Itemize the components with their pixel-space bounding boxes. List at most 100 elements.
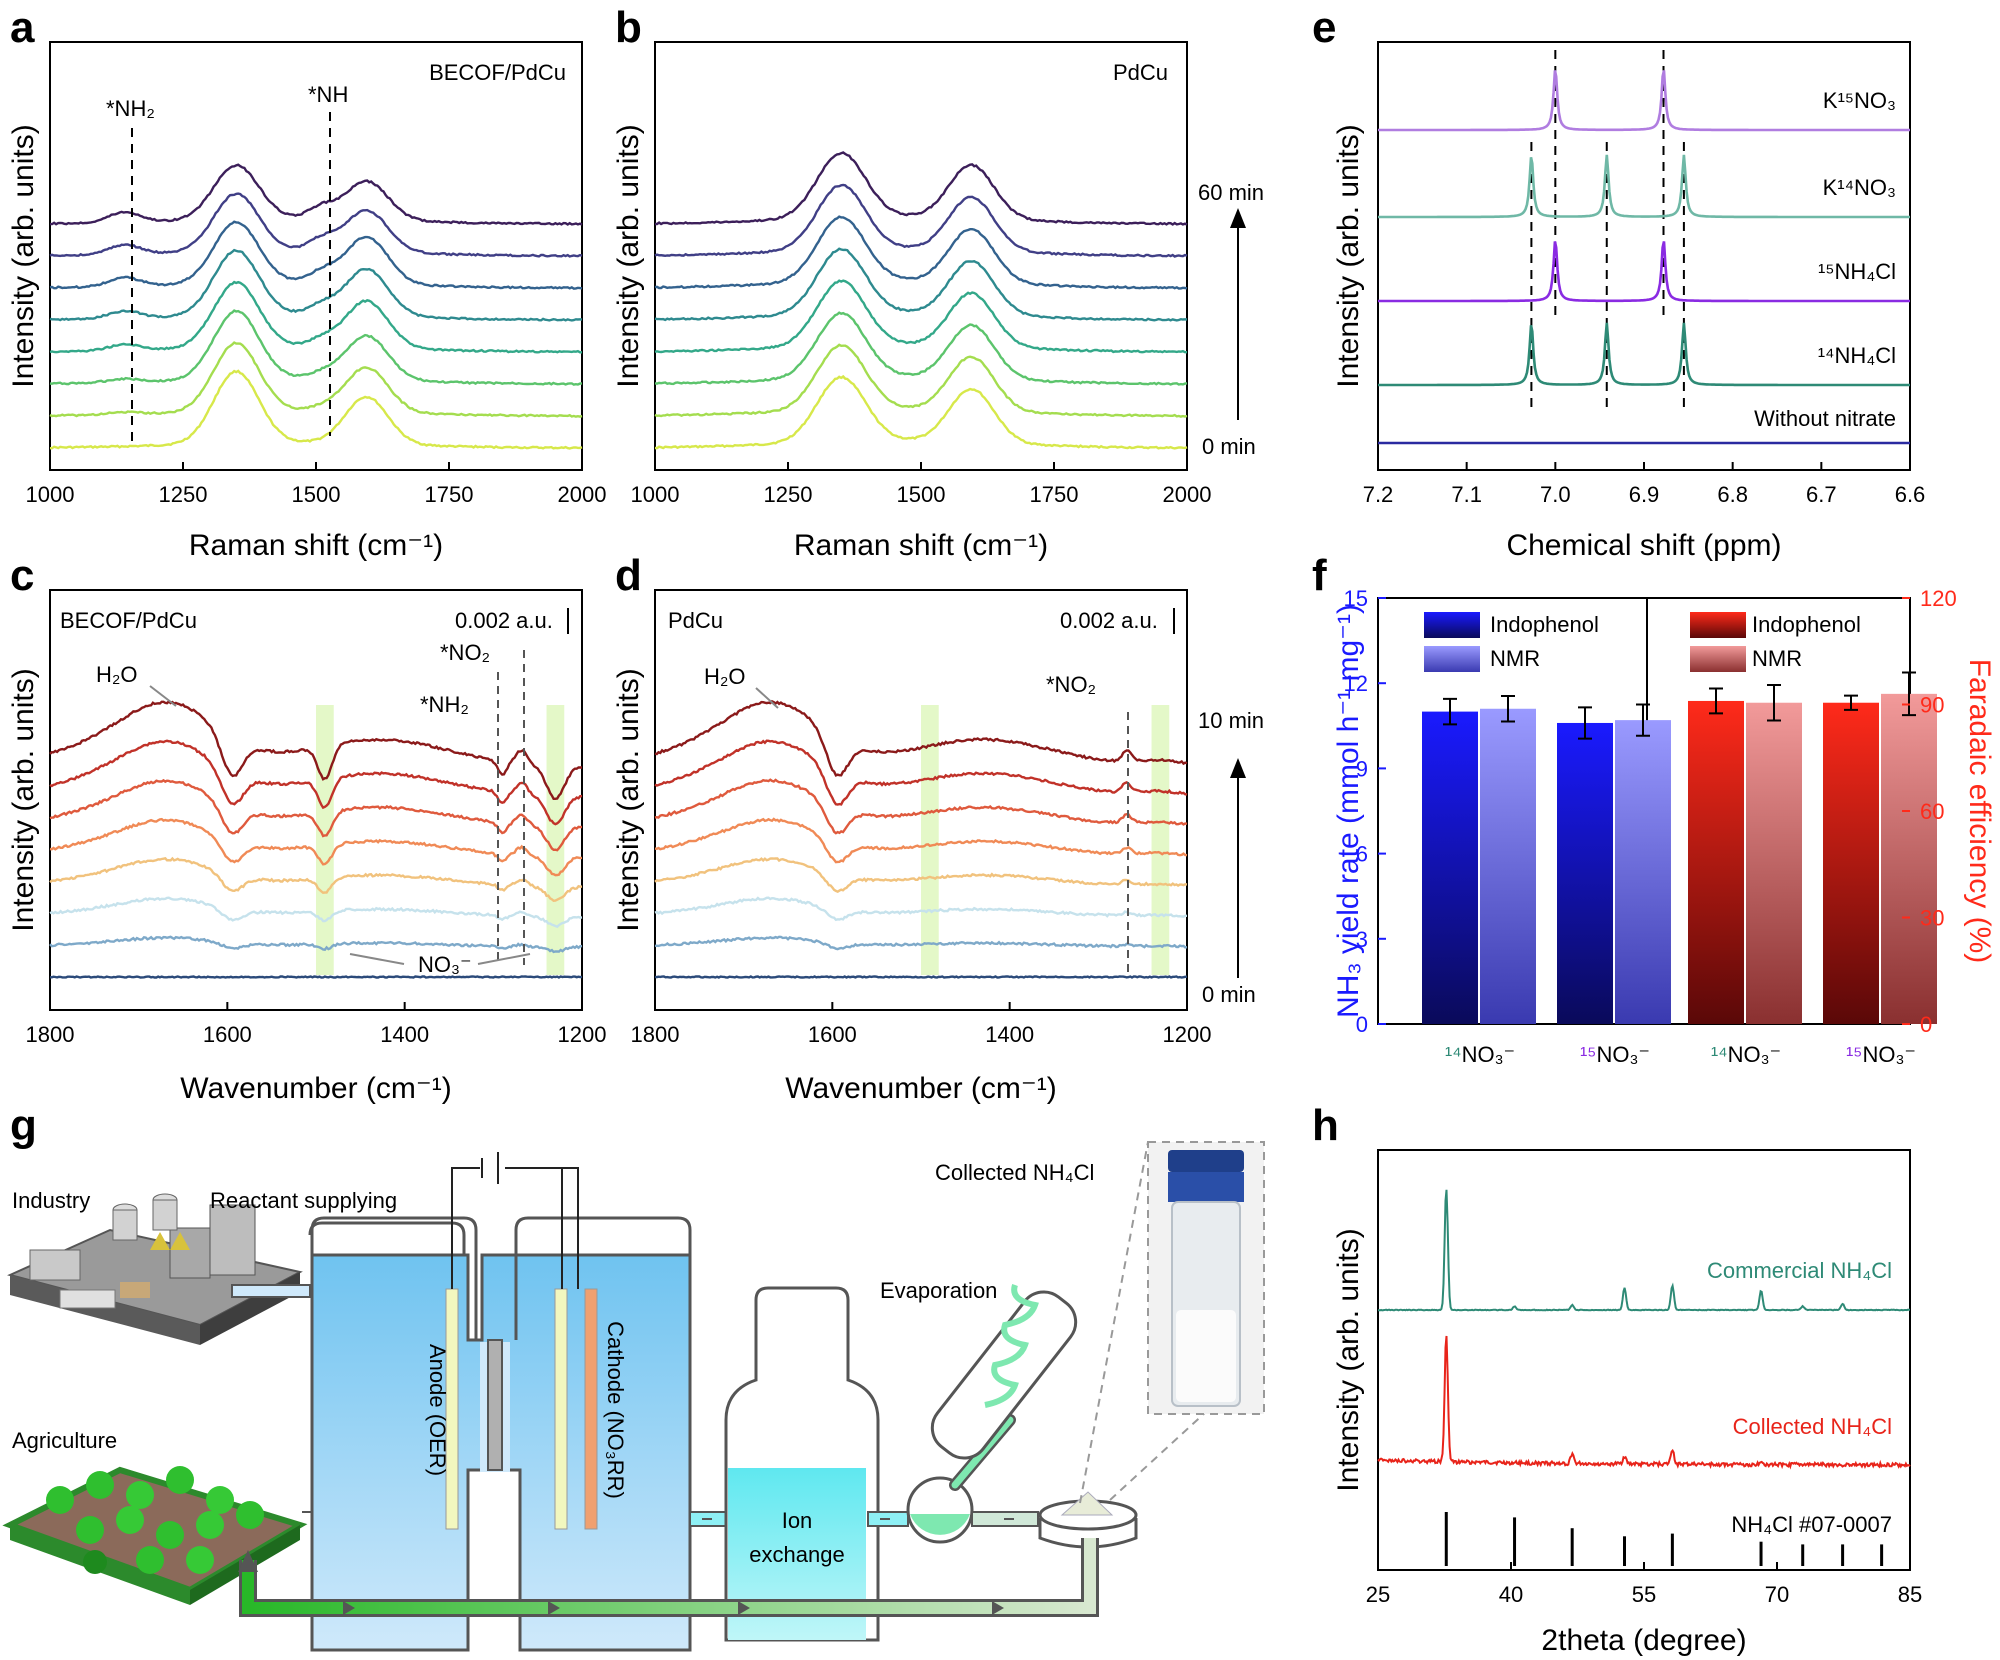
ir-trace-5	[654, 817, 1188, 864]
arrow-no3-right	[477, 953, 531, 965]
xrd-trace-1	[1378, 1189, 1910, 1312]
arrow-no3-left	[349, 953, 405, 965]
y-axis-title-e: Intensity (arb. units)	[1332, 124, 1365, 387]
plot-frame-b	[654, 41, 1188, 471]
y-axis-title-h: Intensity (arb. units)	[1332, 1228, 1365, 1491]
raman-trace-8	[655, 151, 1188, 226]
zoom-line-2	[1079, 1141, 1149, 1504]
vial-cap-lower	[1168, 1172, 1244, 1202]
annotation-h2o-d: H₂O	[704, 664, 746, 689]
xrd-trace-2	[1377, 1335, 1911, 1470]
chart-panel-e: 7.2 7.1 7.0 6.9 6.8 6.7 6.6 Without nitrate ¹⁴N…	[1332, 41, 1925, 562]
legend-label-nmr-right: NMR	[1752, 646, 1802, 671]
label-evaporation: Evaporation	[880, 1278, 997, 1303]
ir-trace-3	[49, 896, 583, 929]
panelH-x-tick-label: 40	[1499, 1582, 1523, 1607]
y-left-tick-label: 3	[1356, 927, 1368, 952]
x-axis-title-e: Chemical shift (ppm)	[1506, 529, 1781, 562]
ir-trace-1	[49, 975, 583, 979]
legend-swatch-nmr-blue	[1424, 646, 1480, 672]
y-axis-title-right-f: Faradaic efficiency (%)	[1963, 659, 1996, 964]
panel-label-a: BECOF/PdCu	[429, 60, 566, 85]
panelB-x-tick-label: 2000	[1163, 482, 1212, 507]
chart-panel-f: 0 3 6 9 12 15 0 30 60 90 120 ¹⁴NO₃⁻ ¹⁵NO₃⁻ ¹⁴NO₃⁻ ¹⁵NO…	[1332, 586, 1996, 1067]
label-collected: Collected NH₄Cl	[935, 1160, 1094, 1185]
panelD-x-tick-label: 1600	[808, 1022, 857, 1047]
label-anode: Anode (OER)	[425, 1344, 450, 1476]
panelC-x-tick-label: 1200	[558, 1022, 607, 1047]
panelA-x-tick-label: 1000	[26, 482, 75, 507]
process-diagram-g: Industry Reactant supplying Agriculture	[2, 1141, 1265, 1652]
label-agriculture: Agriculture	[12, 1428, 117, 1453]
annotation-nh2-c: *NH₂	[420, 692, 469, 717]
time-start-b: 0 min	[1202, 434, 1256, 459]
legend-label-indophenol-right: Indophenol	[1752, 612, 1861, 637]
panelC-x-tick-label: 1600	[203, 1022, 252, 1047]
panelD-x-tick-label: 1400	[985, 1022, 1034, 1047]
series-label-collected: Collected NH₄Cl	[1733, 1414, 1892, 1439]
ir-trace-2	[49, 935, 583, 954]
highlight-band-2	[546, 705, 565, 975]
y-left-tick-label: 9	[1356, 756, 1368, 781]
highlight-band-1	[921, 705, 939, 975]
highlight-band-2	[1151, 705, 1170, 975]
panelD-x-tick-label: 1200	[1163, 1022, 1212, 1047]
annotation-no3-c: NO₃⁻	[418, 952, 472, 977]
panelA-x-tick-label: 1750	[425, 482, 474, 507]
time-arrow-head-d	[1230, 758, 1246, 778]
panelB-x-tick-label: 1000	[631, 482, 680, 507]
category-label-3: ¹⁴NO₃⁻	[1711, 1042, 1781, 1067]
y-left-tick-label: 12	[1344, 671, 1368, 696]
ir-trace-8	[654, 699, 1188, 777]
raman-trace-3	[654, 311, 1188, 386]
scale-bar-label-c: 0.002 a.u.	[455, 608, 553, 633]
y-left-tick-label: 6	[1356, 842, 1368, 867]
category-label-4: ¹⁵NO₃⁻	[1846, 1042, 1916, 1067]
bar-fe-indophenol-1	[1688, 700, 1744, 1024]
nmr-trace-5	[1378, 70, 1910, 132]
error-bar-fe-1-2	[1767, 683, 1781, 722]
ir-trace-6	[654, 778, 1188, 835]
bar-fe-nmr-1	[1746, 702, 1802, 1024]
panelH-x-tick-label: 70	[1765, 1582, 1789, 1607]
y-axis-title-d: Intensity (arb. units)	[612, 668, 645, 931]
counter-electrode	[554, 1288, 568, 1530]
error-bar-yield-2-2	[1636, 703, 1650, 737]
x-axis-title-d: Wavenumber (cm⁻¹)	[785, 1072, 1056, 1105]
pipe-industry-cell	[231, 1284, 311, 1298]
y-left-tick-label: 15	[1344, 586, 1368, 611]
nmr-trace-4	[1378, 154, 1910, 219]
annotation-nh2: *NH₂	[106, 96, 155, 121]
chart-panel-d: 1800 1600 1400 1200 PdCu 0.002 a.u. H₂O *NO…	[612, 589, 1264, 1105]
bar-fe-indophenol-2	[1823, 702, 1879, 1024]
panelB-x-tick-label: 1500	[897, 482, 946, 507]
panelE-x-tick-label: 7.0	[1540, 482, 1571, 507]
reference-label: NH₄Cl #07-0007	[1731, 1512, 1892, 1537]
panelH-x-tick-label: 85	[1898, 1582, 1922, 1607]
y-left-tick-label: 0	[1356, 1012, 1368, 1037]
bar-fe-nmr-2	[1881, 693, 1937, 1024]
membrane	[487, 1339, 503, 1471]
chart-panel-a: 1000 1250 1500 1750 2000 *NH₂ *NH BECOF/PdCu…	[7, 41, 606, 562]
raman-trace-1	[654, 374, 1188, 450]
error-bar-yield-2-1	[1578, 706, 1592, 740]
series-label-commercial: Commercial NH₄Cl	[1707, 1258, 1892, 1283]
category-label-1: ¹⁴NO₃⁻	[1445, 1042, 1515, 1067]
raman-trace-5	[49, 248, 583, 322]
condenser	[930, 1290, 1078, 1460]
flask-fluid	[910, 1514, 970, 1535]
y-right-tick-label: 0	[1920, 1012, 1932, 1037]
legend-swatch-nmr-red	[1690, 646, 1746, 672]
panelB-x-tick-label: 1250	[764, 482, 813, 507]
zoom-line-1	[1109, 1409, 1209, 1501]
plot-frame-h	[1377, 1149, 1911, 1571]
panel-label-b: PdCu	[1113, 60, 1168, 85]
ir-trace-8	[49, 700, 582, 800]
error-bar-yield-1-2	[1501, 694, 1515, 723]
time-end-b: 60 min	[1198, 180, 1264, 205]
raman-trace-4	[654, 279, 1187, 354]
cathode-electrode	[584, 1288, 598, 1530]
ir-trace-7	[49, 739, 583, 826]
nmr-trace-3	[1378, 241, 1910, 303]
